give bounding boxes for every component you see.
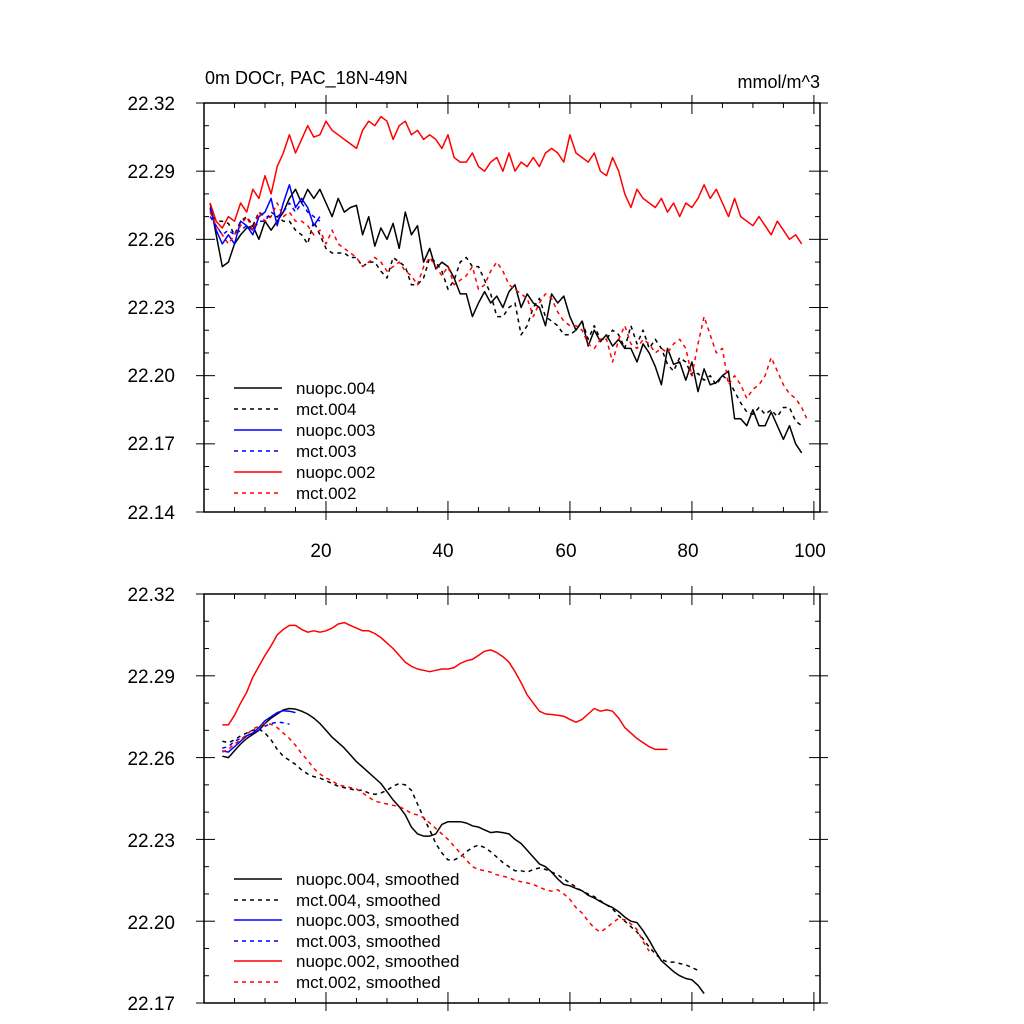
series-line-nuopc-003-smoothed xyxy=(222,709,296,753)
series-line-mct-004 xyxy=(209,209,803,427)
bottom-tick-marks xyxy=(196,586,828,1011)
series-line-nuopc-002-smoothed xyxy=(222,621,668,751)
top-x-tick-label: 60 xyxy=(555,541,576,562)
legend-label: mct.003 xyxy=(296,442,356,461)
top-legend: nuopc.004 mct.004 nuopc.003 mct.003 nuop… xyxy=(234,379,375,503)
legend-label: mct.002 xyxy=(296,484,356,503)
top-y-tick-label: 22.20 xyxy=(127,366,175,387)
series-line-nuopc-002 xyxy=(209,115,803,245)
legend-label: nuopc.004, smoothed xyxy=(296,870,460,889)
top-x-tick-label: 40 xyxy=(432,541,453,562)
bottom-y-tick-label: 22.26 xyxy=(127,749,175,770)
legend-label: mct.004 xyxy=(296,400,356,419)
bottom-y-tick-label: 22.29 xyxy=(127,667,175,688)
bottom-plot-frame xyxy=(203,593,821,1004)
top-y-tick-label: 22.17 xyxy=(127,434,175,455)
top-y-tick-label: 22.26 xyxy=(127,230,175,251)
top-y-tick-label: 22.23 xyxy=(127,298,175,319)
legend-label: mct.002, smoothed xyxy=(296,973,441,992)
top-tick-marks xyxy=(196,95,828,520)
top-title: 0m DOCr, PAC_18N-49N xyxy=(205,68,408,89)
bottom-y-tick-label: 22.17 xyxy=(127,994,175,1015)
bottom-legend: nuopc.004, smoothed mct.004, smoothed nu… xyxy=(234,870,460,992)
legend-label: mct.003, smoothed xyxy=(296,932,441,951)
legend-label: nuopc.003 xyxy=(296,421,375,440)
top-x-tick-label: 80 xyxy=(677,541,698,562)
series-line-mct-003-smoothed xyxy=(222,721,290,749)
top-panel: 0m DOCr, PAC_18N-49N mmol/m^3 22.32 22.2… xyxy=(127,68,828,562)
series-line-nuopc-003 xyxy=(209,184,321,245)
series-line-mct-002 xyxy=(209,202,809,422)
legend-label: mct.004, smoothed xyxy=(296,891,441,910)
bottom-y-tick-label: 22.23 xyxy=(127,831,175,852)
legend-label: nuopc.003, smoothed xyxy=(296,911,460,930)
bottom-series-group xyxy=(221,621,705,994)
top-y-tick-label: 22.14 xyxy=(127,503,175,524)
bottom-panel: 22.32 22.29 22.26 22.23 22.20 22.17 nuop… xyxy=(127,585,828,1015)
legend-label: nuopc.002 xyxy=(296,463,375,482)
top-x-tick-label: 20 xyxy=(310,541,331,562)
series-line-mct-002-smoothed xyxy=(221,722,650,952)
top-x-tick-label: 100 xyxy=(794,541,826,562)
series-line-nuopc-004 xyxy=(209,188,803,454)
legend-label: nuopc.004 xyxy=(296,379,375,398)
top-series-group xyxy=(209,115,809,454)
series-line-mct-004-smoothed xyxy=(222,728,699,971)
top-units: mmol/m^3 xyxy=(738,72,820,92)
top-y-tick-label: 22.32 xyxy=(127,94,175,115)
legend-label: nuopc.002, smoothed xyxy=(296,952,460,971)
bottom-y-tick-label: 22.20 xyxy=(127,913,175,934)
series-line-nuopc-004-smoothed xyxy=(222,707,705,994)
bottom-y-tick-label: 22.32 xyxy=(127,585,175,606)
top-y-tick-label: 22.29 xyxy=(127,162,175,183)
